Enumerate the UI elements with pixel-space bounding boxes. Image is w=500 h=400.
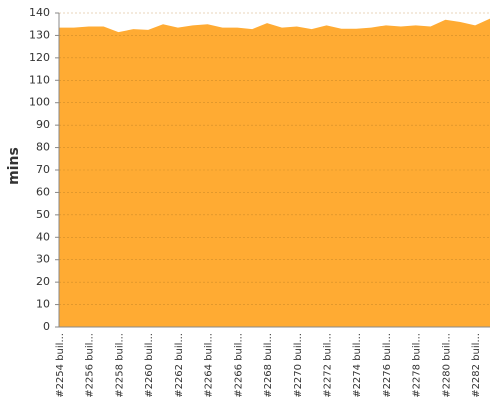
y-tick-label: 30 — [36, 253, 50, 266]
x-tick-label: #2256 buil... — [85, 333, 96, 398]
x-tick-label: #2280 buil... — [441, 333, 452, 398]
area — [59, 18, 490, 327]
x-tick-label: #2272 buil... — [323, 333, 334, 398]
x-tick-label: #2254 buil... — [55, 333, 66, 398]
y-tick-label: 130 — [29, 28, 50, 41]
x-tick-label: #2262 buil... — [174, 333, 185, 398]
y-tick-label: 60 — [36, 185, 50, 198]
y-tick-label: 120 — [29, 51, 50, 64]
y-tick-label: 20 — [36, 275, 50, 288]
y-tick-label: 40 — [36, 230, 50, 243]
x-tick-label: #2266 buil... — [233, 333, 244, 398]
y-tick-label: 90 — [36, 118, 50, 131]
x-tick-label: #2278 buil... — [412, 333, 423, 398]
x-tick-label: #2276 buil... — [382, 333, 393, 398]
y-tick-label: 110 — [29, 73, 50, 86]
y-tick-label: 100 — [29, 96, 50, 109]
x-tick-label: #2264 buil... — [204, 333, 215, 398]
x-tick-label: #2270 buil... — [293, 333, 304, 398]
y-tick-label: 50 — [36, 208, 50, 221]
y-tick-label: 10 — [36, 298, 50, 311]
y-tick-label: 80 — [36, 141, 50, 154]
y-tick-label: 0 — [43, 320, 50, 333]
x-tick-label: #2258 buil... — [114, 333, 125, 398]
x-tick-label: #2274 buil... — [352, 333, 363, 398]
x-tick-label: #2282 buil... — [471, 333, 482, 398]
x-tick-label: #2268 buil... — [263, 333, 274, 398]
y-axis-label: mins — [6, 147, 22, 185]
y-tick-label: 140 — [29, 6, 50, 19]
x-tick-label: #2260 buil... — [144, 333, 155, 398]
y-tick-label: 70 — [36, 163, 50, 176]
